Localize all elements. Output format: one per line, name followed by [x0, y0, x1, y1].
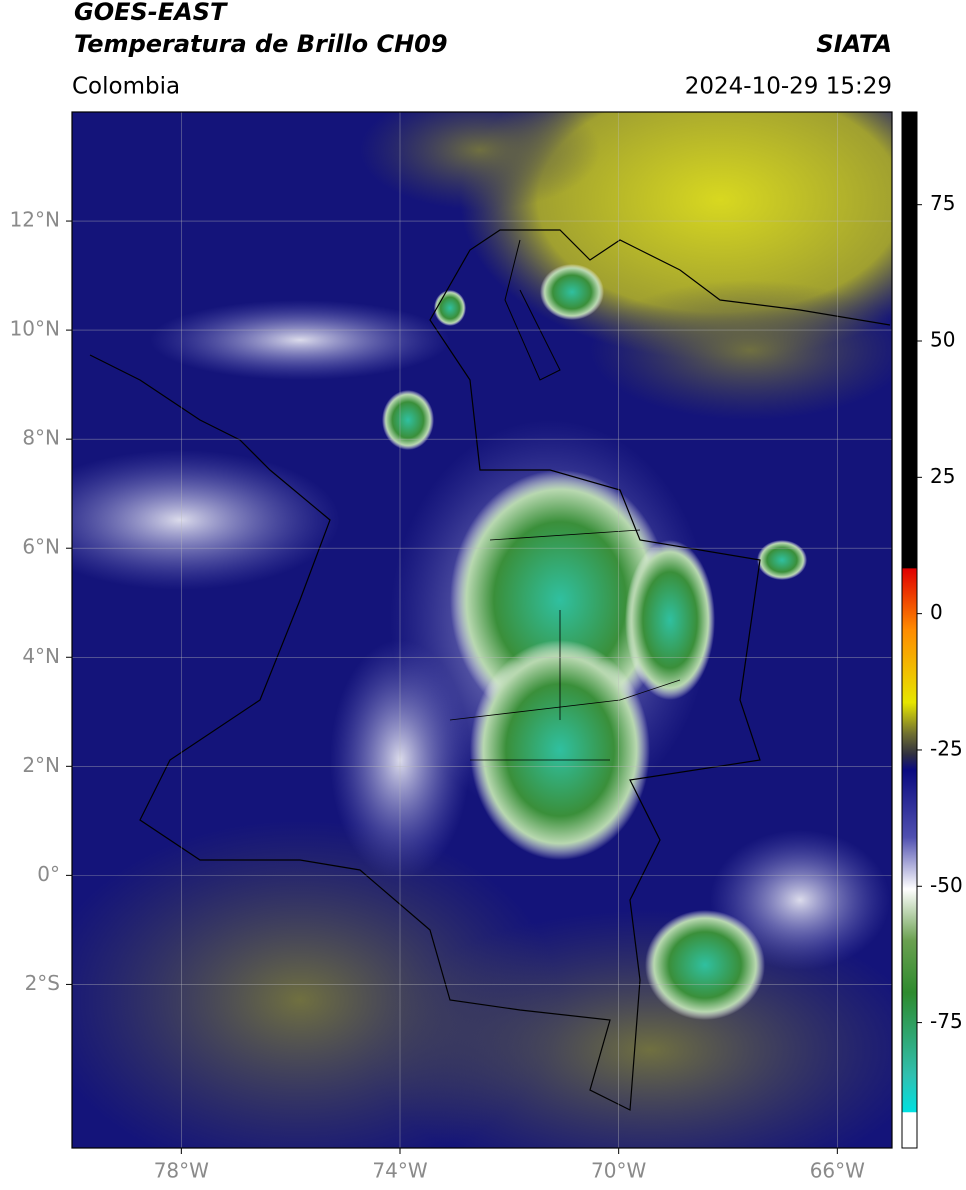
colorbar-tick-label: 25: [930, 464, 955, 488]
y-tick-label: 12°N: [10, 208, 60, 232]
subtitle: Temperatura de Brillo CH09: [74, 30, 448, 58]
x-tick-label: 66°W: [810, 1159, 865, 1183]
colorbar-tick-label: 50: [930, 328, 955, 352]
colorbar: [901, 111, 918, 1149]
colorbar-tick-label: -50: [930, 873, 963, 897]
y-tick-label: 2°N: [22, 753, 60, 777]
colorbar-tick-label: -25: [930, 736, 963, 760]
source: SIATA: [816, 30, 892, 58]
grid: [72, 112, 892, 1148]
datetime: 2024-10-29 15:29: [685, 74, 892, 100]
y-tick-label: 2°S: [25, 971, 60, 995]
y-tick-label: 4°N: [22, 644, 60, 668]
title: GOES-EAST: [74, 0, 228, 26]
y-tick-label: 0°: [37, 862, 60, 886]
colorbar-tick-label: 75: [930, 191, 955, 215]
satellite-image: [72, 112, 892, 1148]
colorbar-tick-label: 0: [930, 600, 943, 624]
x-tick-label: 74°W: [372, 1159, 427, 1183]
map-frame: [71, 111, 893, 1149]
x-tick-label: 78°W: [154, 1159, 209, 1183]
y-tick-label: 8°N: [22, 426, 60, 450]
colorbar-tick-label: -75: [930, 1009, 963, 1033]
y-tick-label: 10°N: [10, 317, 60, 341]
y-tick-label: 6°N: [22, 535, 60, 559]
x-tick-label: 70°W: [591, 1159, 646, 1183]
region: Colombia: [72, 74, 180, 100]
